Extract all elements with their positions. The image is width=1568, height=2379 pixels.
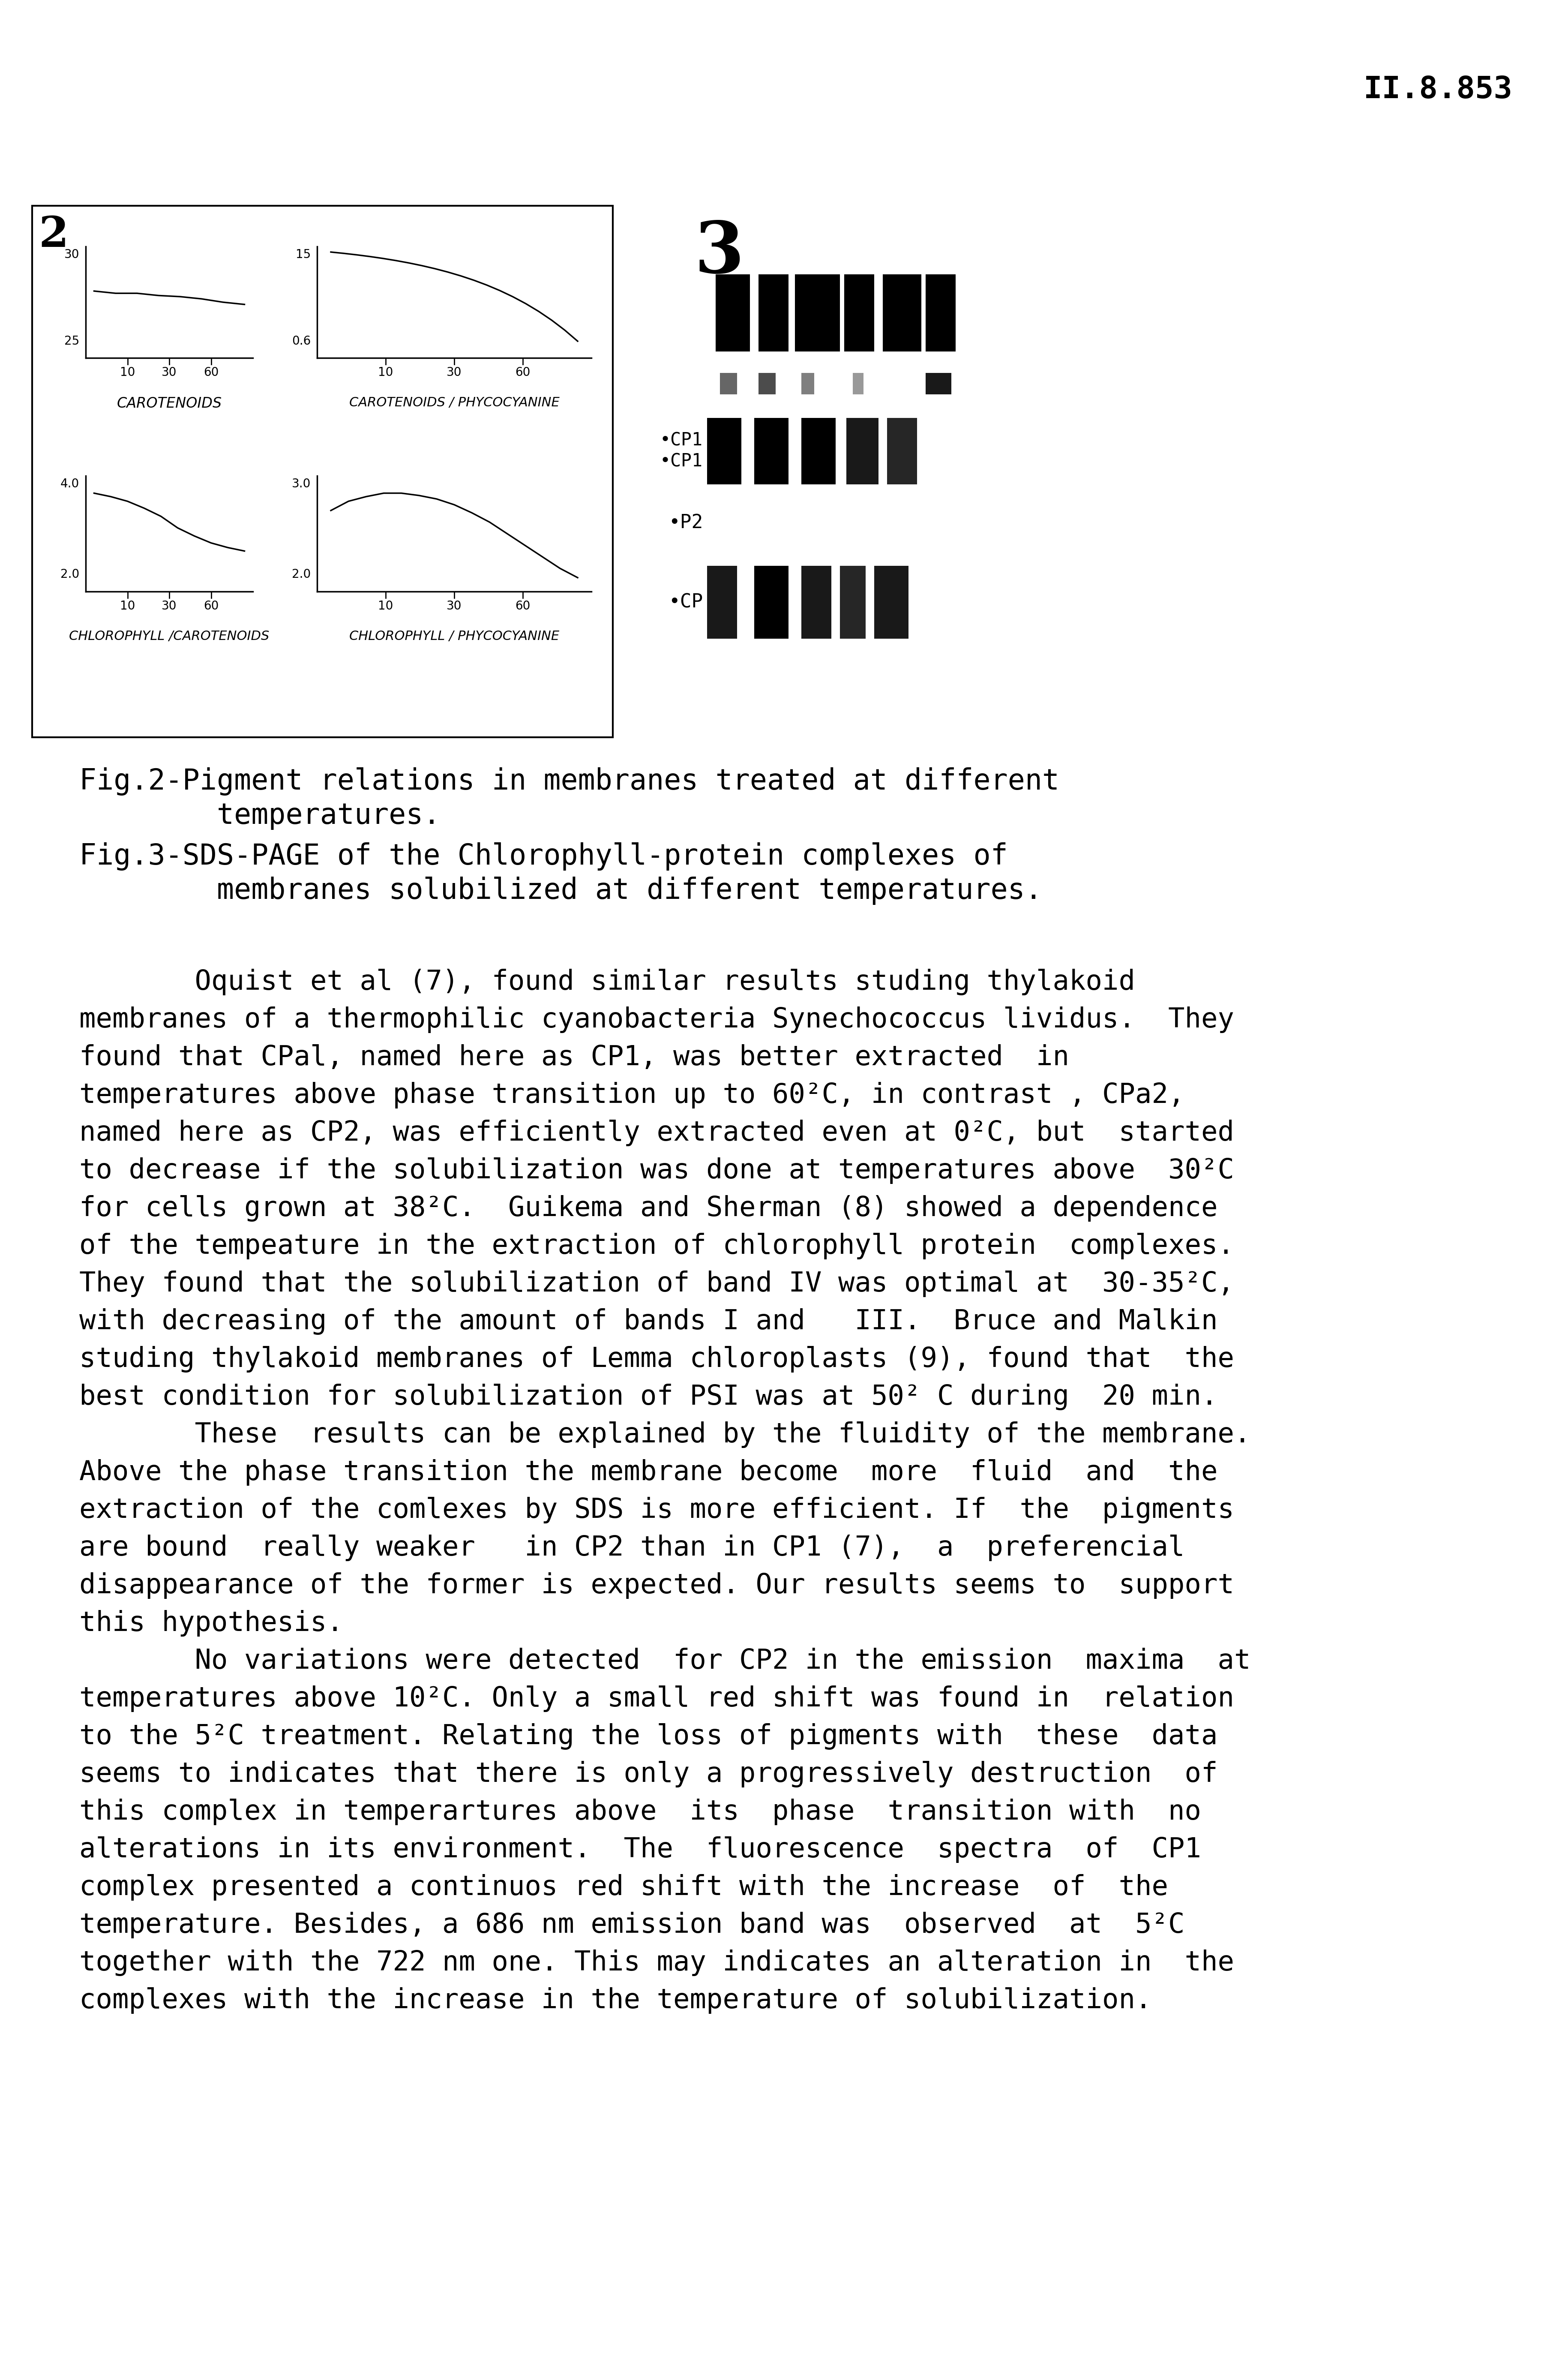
- Text: 3.0: 3.0: [292, 478, 310, 490]
- Text: 30: 30: [162, 600, 177, 611]
- Text: complexes with the increase in the temperature of solubilization.: complexes with the increase in the tempe…: [80, 1986, 1151, 2013]
- Text: CAROTENOIDS: CAROTENOIDS: [116, 397, 221, 412]
- Text: disappearance of the former is expected. Our results seems to  support: disappearance of the former is expected.…: [80, 1573, 1234, 1599]
- Text: II.8.853: II.8.853: [1364, 76, 1513, 105]
- Bar: [801, 566, 831, 638]
- Text: 60: 60: [204, 366, 218, 378]
- Bar: [875, 566, 908, 638]
- Text: 60: 60: [204, 600, 218, 611]
- Text: this complex in temperartures above  its  phase  transition with  no: this complex in temperartures above its …: [80, 1799, 1201, 1825]
- Text: studing thylakoid membranes of Lemma chloroplasts (9), found that  the: studing thylakoid membranes of Lemma chl…: [80, 1347, 1234, 1373]
- Text: 30: 30: [162, 366, 177, 378]
- Bar: [795, 274, 840, 352]
- Text: 2: 2: [39, 214, 69, 257]
- Text: 30: 30: [64, 250, 80, 262]
- Text: 10: 10: [378, 600, 394, 611]
- Bar: [925, 274, 955, 352]
- Text: best condition for solubilization of PSI was at 50² C during  20 min.: best condition for solubilization of PSI…: [80, 1385, 1218, 1411]
- Text: this hypothesis.: this hypothesis.: [80, 1611, 343, 1637]
- Bar: [754, 419, 789, 485]
- Bar: [801, 419, 836, 485]
- Text: Oquist et al (7), found similar results studing thylakoid: Oquist et al (7), found similar results …: [80, 968, 1135, 994]
- Text: 60: 60: [516, 366, 530, 378]
- Text: for cells grown at 38²C.  Guikema and Sherman (8) showed a dependence: for cells grown at 38²C. Guikema and She…: [80, 1194, 1218, 1223]
- Text: 3: 3: [695, 219, 743, 288]
- Text: 25: 25: [64, 335, 80, 347]
- Text: •CP: •CP: [668, 592, 702, 611]
- Text: seems to indicates that there is only a progressively destruction  of: seems to indicates that there is only a …: [80, 1760, 1218, 1787]
- Text: 10: 10: [378, 366, 394, 378]
- Bar: [844, 274, 875, 352]
- Text: temperatures above phase transition up to 60²C, in contrast , CPa2,: temperatures above phase transition up t…: [80, 1082, 1185, 1109]
- Text: temperature. Besides, a 686 nm emission band was  observed  at  5²C: temperature. Besides, a 686 nm emission …: [80, 1913, 1185, 1939]
- Text: complex presented a continuos red shift with the increase  of  the: complex presented a continuos red shift …: [80, 1875, 1168, 1901]
- Text: CAROTENOIDS / PHYCOCYANINE: CAROTENOIDS / PHYCOCYANINE: [350, 397, 560, 409]
- Text: 60: 60: [516, 600, 530, 611]
- Bar: [715, 274, 750, 352]
- Text: temperatures.: temperatures.: [80, 802, 441, 830]
- Text: together with the 722 nm one. This may indicates an alteration in  the: together with the 722 nm one. This may i…: [80, 1948, 1234, 1977]
- Text: to decrease if the solubilization was done at temperatures above  30²C: to decrease if the solubilization was do…: [80, 1156, 1234, 1185]
- Text: Above the phase transition the membrane become  more  fluid  and  the: Above the phase transition the membrane …: [80, 1458, 1218, 1487]
- Bar: [759, 274, 789, 352]
- Bar: [759, 374, 776, 395]
- Text: are bound  really weaker   in CP2 than in CP1 (7),  a  preferencial: are bound really weaker in CP2 than in C…: [80, 1534, 1185, 1561]
- Bar: [847, 419, 878, 485]
- Text: •CP1
•CP1: •CP1 •CP1: [660, 431, 702, 471]
- Bar: [720, 374, 737, 395]
- Text: These  results can be explained by the fluidity of the membrane.: These results can be explained by the fl…: [80, 1420, 1251, 1449]
- Text: •P2: •P2: [668, 514, 702, 533]
- Text: 15: 15: [296, 250, 310, 262]
- Text: to the 5²C treatment. Relating the loss of pigments with  these  data: to the 5²C treatment. Relating the loss …: [80, 1722, 1218, 1749]
- Text: 4.0: 4.0: [60, 478, 80, 490]
- Text: CHLOROPHYLL /CAROTENOIDS: CHLOROPHYLL /CAROTENOIDS: [69, 630, 270, 642]
- Bar: [754, 566, 789, 638]
- Text: membranes of a thermophilic cyanobacteria Synechococcus lividus.  They: membranes of a thermophilic cyanobacteri…: [80, 1006, 1234, 1032]
- Text: CHLOROPHYLL / PHYCOCYANINE: CHLOROPHYLL / PHYCOCYANINE: [350, 630, 560, 642]
- Bar: [853, 374, 864, 395]
- Text: named here as CP2, was efficiently extracted even at 0²C, but  started: named here as CP2, was efficiently extra…: [80, 1121, 1234, 1147]
- Text: Fig.2-Pigment relations in membranes treated at different: Fig.2-Pigment relations in membranes tre…: [80, 768, 1060, 795]
- Bar: [840, 566, 866, 638]
- Text: 2.0: 2.0: [292, 569, 310, 580]
- Text: 2.0: 2.0: [60, 569, 80, 580]
- Text: 10: 10: [119, 600, 135, 611]
- Bar: [883, 274, 922, 352]
- Bar: [707, 566, 737, 638]
- Text: 0.6: 0.6: [292, 335, 310, 347]
- Text: No variations were detected  for CP2 in the emission  maxima  at: No variations were detected for CP2 in t…: [80, 1649, 1251, 1675]
- Bar: [887, 419, 917, 485]
- Bar: [925, 374, 952, 395]
- Text: extraction of the comlexes by SDS is more efficient. If  the  pigments: extraction of the comlexes by SDS is mor…: [80, 1496, 1234, 1523]
- Text: of the tempeature in the extraction of chlorophyll protein  complexes.: of the tempeature in the extraction of c…: [80, 1232, 1234, 1258]
- Text: alterations in its environment.  The  fluorescence  spectra  of  CP1: alterations in its environment. The fluo…: [80, 1837, 1201, 1863]
- Bar: [801, 374, 814, 395]
- Text: They found that the solubilization of band IV was optimal at  30-35²C,: They found that the solubilization of ba…: [80, 1270, 1234, 1297]
- Bar: [31, 205, 613, 737]
- Text: membranes solubilized at different temperatures.: membranes solubilized at different tempe…: [80, 875, 1043, 904]
- Text: 10: 10: [119, 366, 135, 378]
- Bar: [707, 419, 742, 485]
- Text: Fig.3-SDS-PAGE of the Chlorophyll-protein complexes of: Fig.3-SDS-PAGE of the Chlorophyll-protei…: [80, 842, 1008, 871]
- Text: 30: 30: [447, 600, 463, 611]
- Text: 30: 30: [447, 366, 463, 378]
- Text: with decreasing of the amount of bands I and   III.  Bruce and Malkin: with decreasing of the amount of bands I…: [80, 1308, 1218, 1335]
- Text: found that CPal, named here as CP1, was better extracted  in: found that CPal, named here as CP1, was …: [80, 1044, 1069, 1071]
- Text: temperatures above 10²C. Only a small red shift was found in  relation: temperatures above 10²C. Only a small re…: [80, 1684, 1234, 1713]
